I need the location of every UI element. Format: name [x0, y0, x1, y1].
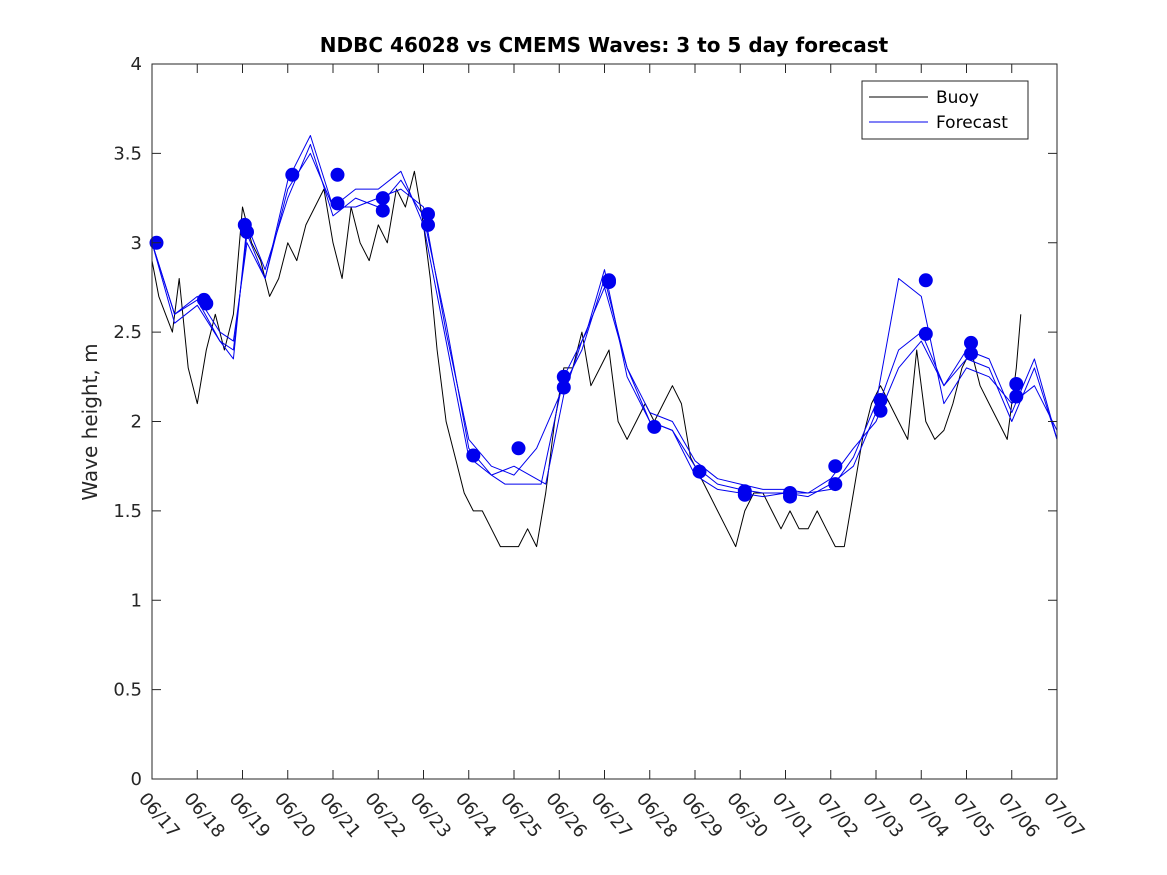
forecast-point	[647, 419, 662, 434]
y-tick-label: 0	[131, 769, 142, 790]
y-tick-label: 3.5	[113, 143, 142, 164]
y-tick-label: 1.5	[113, 501, 142, 522]
legend-forecast-label: Forecast	[936, 113, 1008, 133]
forecast-point	[602, 275, 616, 290]
y-tick-label: 0.5	[113, 680, 142, 701]
forecast-point	[421, 217, 435, 232]
forecast-point	[828, 459, 843, 474]
y-tick-label: 2	[131, 412, 142, 433]
y-axis-label: Wave height, m	[78, 343, 102, 500]
forecast-point	[556, 380, 571, 395]
forecast-point	[737, 487, 752, 502]
legend-buoy-label: Buoy	[936, 88, 979, 108]
forecast-point	[828, 477, 843, 492]
forecast-point	[330, 196, 345, 211]
forecast-series-line	[151, 135, 1058, 494]
y-axis: 0 0.5 1 1.5 2 2.5 3 3.5 4	[113, 54, 1057, 790]
forecast-point	[511, 441, 526, 456]
forecast-point	[330, 167, 345, 182]
forecast-point	[918, 326, 933, 341]
forecast-point	[783, 489, 797, 504]
forecast-point	[918, 273, 933, 288]
forecast-point	[199, 296, 214, 311]
forecast-point	[964, 346, 978, 361]
forecast-point	[375, 203, 390, 218]
forecast-point	[1009, 377, 1024, 391]
forecast-point	[1009, 389, 1024, 404]
forecast-point	[466, 448, 481, 463]
legend-box	[861, 80, 1029, 140]
buoy-series-line	[151, 170, 1022, 548]
marker-layer	[149, 167, 1024, 504]
chart-title: NDBC 46028 vs CMEMS Waves: 3 to 5 day fo…	[320, 33, 889, 57]
forecast-series-line	[151, 143, 1058, 498]
y-tick-label: 3	[131, 233, 142, 254]
y-tick-label: 1	[131, 590, 142, 611]
y-tick-label: 4	[131, 54, 142, 75]
forecast-point	[285, 167, 300, 182]
forecast-point	[692, 464, 707, 479]
forecast-point	[873, 403, 888, 418]
forecast-point	[375, 191, 390, 206]
series-layer	[151, 135, 1058, 548]
y-tick-label: 2.5	[113, 322, 142, 343]
forecast-point	[240, 225, 254, 239]
legend: Buoy Forecast	[861, 80, 1029, 140]
